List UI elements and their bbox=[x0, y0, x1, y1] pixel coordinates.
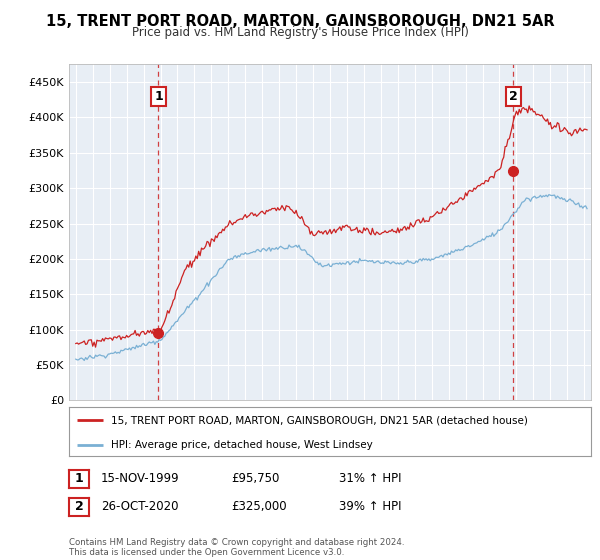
Text: 26-OCT-2020: 26-OCT-2020 bbox=[101, 500, 178, 514]
Text: 39% ↑ HPI: 39% ↑ HPI bbox=[339, 500, 401, 514]
Text: £325,000: £325,000 bbox=[231, 500, 287, 514]
Text: Price paid vs. HM Land Registry's House Price Index (HPI): Price paid vs. HM Land Registry's House … bbox=[131, 26, 469, 39]
Text: 2: 2 bbox=[509, 90, 518, 102]
Text: 1: 1 bbox=[74, 472, 83, 486]
Text: 15, TRENT PORT ROAD, MARTON, GAINSBOROUGH, DN21 5AR: 15, TRENT PORT ROAD, MARTON, GAINSBOROUG… bbox=[46, 14, 554, 29]
Text: 1: 1 bbox=[154, 90, 163, 102]
Text: 15, TRENT PORT ROAD, MARTON, GAINSBOROUGH, DN21 5AR (detached house): 15, TRENT PORT ROAD, MARTON, GAINSBOROUG… bbox=[111, 416, 527, 426]
Text: 31% ↑ HPI: 31% ↑ HPI bbox=[339, 472, 401, 486]
Text: 15-NOV-1999: 15-NOV-1999 bbox=[101, 472, 179, 486]
Text: £95,750: £95,750 bbox=[231, 472, 280, 486]
Text: Contains HM Land Registry data © Crown copyright and database right 2024.
This d: Contains HM Land Registry data © Crown c… bbox=[69, 538, 404, 557]
Text: 2: 2 bbox=[74, 500, 83, 514]
Text: HPI: Average price, detached house, West Lindsey: HPI: Average price, detached house, West… bbox=[111, 440, 373, 450]
